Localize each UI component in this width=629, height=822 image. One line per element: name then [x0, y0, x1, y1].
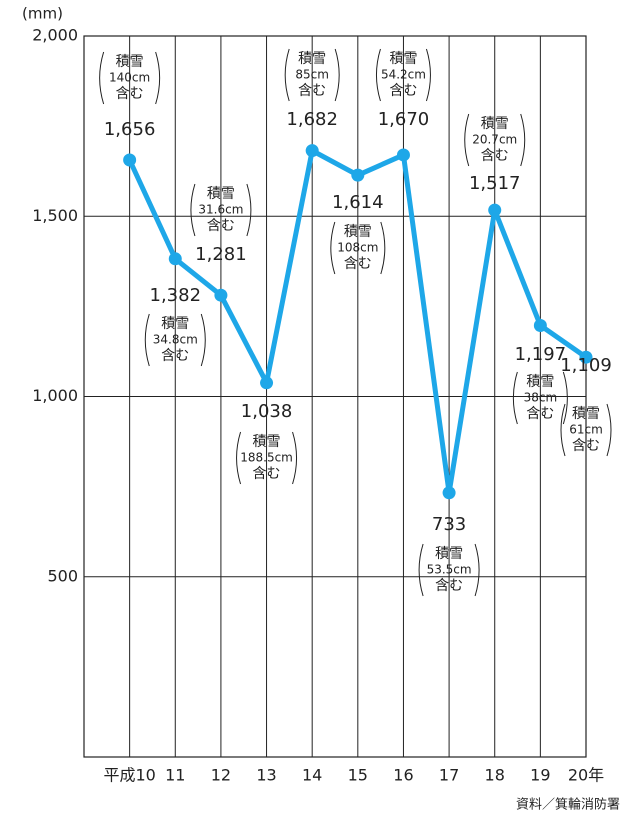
annotation-text: 含む [435, 578, 463, 594]
data-label: 1,670 [378, 109, 430, 130]
annotation-text: 積雪 [161, 316, 189, 332]
annotation-text: 含む [526, 406, 554, 422]
annotation-text: 54.2cm [381, 68, 426, 82]
point [579, 350, 593, 364]
y-tick-label: 1,000 [32, 386, 78, 405]
annotation-text: 含む [161, 348, 189, 364]
annotation-text: 含む [572, 438, 600, 454]
point [533, 318, 547, 332]
data-label: 1,109 [560, 355, 612, 376]
annotation-text: 積雪 [572, 406, 600, 422]
annotation-bracket [560, 403, 612, 457]
annotation-text: 188.5cm [240, 451, 293, 465]
source: 資料／箕輪消防署 [516, 797, 620, 813]
point [488, 203, 502, 217]
annotation-text: 積雪 [526, 374, 554, 390]
annotation-bracket [144, 313, 206, 367]
annotation-text: 含む [344, 256, 372, 272]
annotation-text: 含む [298, 83, 326, 99]
y-tick-label: 500 [47, 566, 78, 585]
annotation-bracket [512, 371, 568, 425]
annotation-text: 積雪 [344, 224, 372, 240]
data-label: 1,038 [241, 401, 293, 422]
point [396, 148, 410, 162]
point [305, 144, 319, 158]
annotation-bracket [236, 431, 298, 485]
annotation-bracket [464, 113, 526, 167]
x-tick-label: 13 [256, 766, 276, 785]
point [442, 486, 456, 500]
annotation-bracket [375, 48, 431, 102]
data-label: 1,197 [515, 344, 567, 365]
annotation-text: 31.6cm [198, 203, 243, 217]
annotation-text: 53.5cm [427, 563, 472, 577]
annotation-bracket [99, 51, 161, 105]
x-tick-label: 14 [302, 766, 322, 785]
annotation-text: 含む [481, 148, 509, 164]
annotation-bracket [418, 543, 480, 597]
annotation-text: 積雪 [389, 51, 417, 67]
x-tick-label: 11 [165, 766, 185, 785]
annotation-text: 積雪 [435, 546, 463, 562]
point [168, 252, 182, 266]
y-axis-label: (mm) [22, 5, 63, 23]
y-tick-label: 2,000 [32, 26, 78, 45]
data-label: 1,382 [150, 285, 202, 306]
point [351, 168, 365, 182]
data-label: 1,614 [332, 192, 384, 213]
annotation-bracket [190, 183, 252, 237]
annotation-text: 含む [207, 218, 235, 234]
point [123, 153, 137, 167]
x-tick-label: 16 [393, 766, 413, 785]
annotation-text: 積雪 [253, 434, 281, 450]
x-tick-label: 平成10 [103, 766, 155, 785]
x-tick-label: 17 [439, 766, 459, 785]
annotation-text: 20.7cm [472, 133, 517, 147]
annotation-text: 38cm [524, 391, 558, 405]
point [214, 288, 228, 302]
annotation-text: 含む [116, 86, 144, 102]
annotation-text: 含む [253, 466, 281, 482]
y-tick-label: 1,500 [32, 206, 78, 225]
x-tick-label: 18 [485, 766, 505, 785]
x-tick-label: 15 [348, 766, 368, 785]
x-tick-label: 20年 [568, 766, 604, 785]
annotation-text: 108cm [337, 241, 378, 255]
annotation-text: 積雪 [298, 51, 326, 67]
annotation-bracket [330, 221, 386, 275]
data-label: 1,517 [469, 173, 521, 194]
annotation-text: 積雪 [481, 116, 509, 132]
data-label: 1,656 [104, 119, 156, 140]
annotation-text: 140cm [109, 71, 150, 85]
data-label: 1,682 [286, 109, 338, 130]
x-tick-label: 12 [211, 766, 231, 785]
x-tick-label: 19 [530, 766, 550, 785]
annotation-text: 積雪 [116, 54, 144, 70]
annotation-text: 61cm [569, 423, 603, 437]
point [260, 376, 274, 390]
data-label: 733 [432, 514, 466, 535]
annotation-text: 積雪 [207, 186, 235, 202]
annotation-bracket [284, 48, 340, 102]
annotation-text: 34.8cm [153, 333, 198, 347]
annotation-text: 85cm [295, 68, 329, 82]
annotation-text: 含む [389, 83, 417, 99]
data-label: 1,281 [195, 244, 247, 265]
